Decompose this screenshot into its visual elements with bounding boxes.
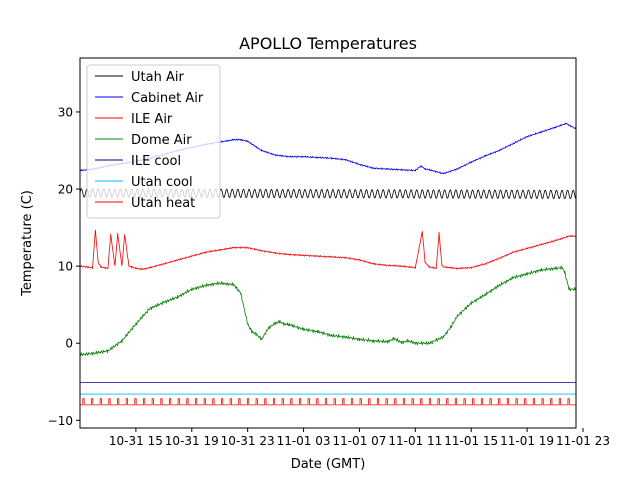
series-line-dome-air: [80, 265, 576, 357]
x-tick-label: 10-31 23: [221, 434, 275, 448]
axes-frame: [79, 57, 577, 429]
x-tick-label: 11-01 11: [388, 434, 442, 448]
x-tick-label: 11-01 19: [500, 434, 554, 448]
y-tick-label: 30: [58, 105, 73, 119]
x-tick-label: 10-31 19: [165, 434, 219, 448]
legend-label-dome-air: Dome Air: [131, 133, 192, 148]
y-tick-label: 0: [65, 337, 73, 351]
legend-label-cabinet-air: Cabinet Air: [131, 91, 204, 106]
chart-title: APOLLO Temperatures: [239, 34, 417, 53]
legend-label-utah-air: Utah Air: [131, 70, 184, 85]
x-tick-label: 11-01 23: [556, 434, 610, 448]
legend-label-utah-cool: Utah cool: [131, 175, 193, 190]
x-tick-label: 11-01 07: [332, 434, 386, 448]
tick-layer: 10-31 15 10-31 19 10-31 23 11-01 03 11-01 07…: [48, 105, 610, 448]
y-tick-label: −10: [48, 414, 73, 428]
y-tick-label: 10: [58, 260, 73, 274]
legend-label-ile-air: ILE Air: [131, 112, 173, 127]
legend-box: [86, 64, 221, 219]
y-axis-label: Temperature (C): [20, 190, 35, 297]
legend-label-utah-heat: Utah heat: [131, 196, 195, 211]
x-tick-label: 10-31 15: [109, 434, 163, 448]
y-tick-label: 20: [58, 183, 73, 197]
series-line-utah-heat: [80, 398, 576, 406]
legend: Utah Air Cabinet Air ILE Air Dome Air ILE co…: [86, 64, 221, 219]
legend-label-ile-cool: ILE cool: [131, 154, 181, 169]
series-line-ile-air: [80, 229, 576, 271]
x-axis-label: Date (GMT): [291, 457, 366, 472]
x-tick-label: 11-01 15: [444, 434, 498, 448]
x-tick-label: 11-01 03: [277, 434, 331, 448]
